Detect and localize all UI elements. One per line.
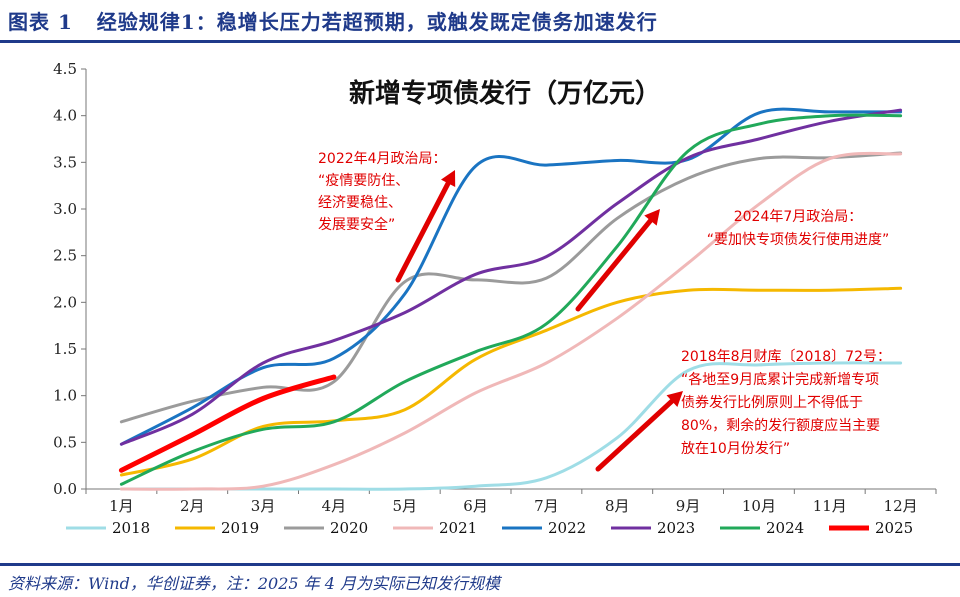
x-tick-label: 3月 bbox=[251, 497, 276, 515]
chart-area: 0.0 0.5 1.0 1.5 2.0 2.5 3.0 3.5 4.0 4.5 1月 2月 3月 4月 5月… bbox=[53, 60, 937, 537]
chart-arrows bbox=[395, 170, 683, 472]
series-line-2023 bbox=[119, 108, 903, 446]
y-tick-label: 4.5 bbox=[53, 60, 77, 78]
annotation-2-line: “各地至9月底累计完成新增专项 bbox=[681, 372, 879, 388]
arrow-2022-politburo-shaft bbox=[395, 180, 451, 283]
y-tick-label: 2.5 bbox=[53, 247, 77, 265]
legend-label-2020: 2020 bbox=[330, 519, 368, 537]
x-tick-label: 5月 bbox=[392, 497, 417, 515]
legend-label-2019: 2019 bbox=[221, 519, 259, 537]
legend-label-2021: 2021 bbox=[439, 519, 477, 537]
chart-axes: 0.0 0.5 1.0 1.5 2.0 2.5 3.0 3.5 4.0 4.5 1月 2月 3月 4月 5月… bbox=[53, 60, 937, 515]
annotation-2-line: 2018年8月财库〔2018〕72号： bbox=[681, 349, 891, 365]
chart-annotations: 2022年4月政治局： “疫情要防住、经济要稳住、发展要安全” 2024年7月政治局… bbox=[318, 151, 891, 457]
series-line-2024 bbox=[119, 113, 903, 486]
legend-label-2018: 2018 bbox=[112, 519, 150, 537]
footer-rule bbox=[0, 563, 960, 566]
series-line-2025 bbox=[118, 374, 337, 473]
arrow-2018-policy-shaft bbox=[595, 398, 675, 472]
legend-label-2023: 2023 bbox=[657, 519, 695, 537]
annotation-2-line: 债券发行比例原则上不得低于 bbox=[681, 394, 863, 411]
source-note: 资料来源：Wind，华创证券，注：2025 年 4 月为实际已知发行规模 bbox=[8, 574, 500, 593]
legend-label-2024: 2024 bbox=[766, 519, 804, 537]
y-tick-label: 3.0 bbox=[53, 200, 77, 218]
x-tick-label: 11月 bbox=[813, 497, 847, 515]
x-tick-label: 6月 bbox=[463, 497, 488, 515]
chart-title: 新增专项债发行（万亿元） bbox=[349, 78, 661, 109]
x-tick-label: 7月 bbox=[534, 497, 559, 515]
chart-series bbox=[118, 107, 903, 491]
x-tick-label: 12月 bbox=[884, 497, 918, 515]
legend-label-2022: 2022 bbox=[548, 519, 586, 537]
x-tick-label: 8月 bbox=[605, 497, 630, 515]
annotation-0-line: 2022年4月政治局： bbox=[318, 151, 447, 167]
x-tick-label: 1月 bbox=[109, 497, 134, 515]
annotation-1-line: 2024年7月政治局： bbox=[734, 209, 863, 225]
header-rule bbox=[0, 40, 960, 43]
y-tick-label: 3.5 bbox=[53, 153, 77, 171]
y-tick-label: 1.0 bbox=[53, 387, 77, 405]
arrow-2024-politburo-head bbox=[644, 209, 660, 226]
chart-legend: 2018 2019 2020 2021 2022 2023 2024 2025 bbox=[66, 519, 913, 537]
y-tick-label: 0.0 bbox=[53, 480, 77, 498]
annotation-2-line: 80%，剩余的发行额度应当主要 bbox=[681, 417, 880, 434]
x-tick-label: 4月 bbox=[322, 497, 347, 515]
legend-label-2025: 2025 bbox=[875, 519, 913, 537]
arrow-2018-policy-head bbox=[666, 391, 683, 408]
series-line-2021 bbox=[119, 151, 903, 491]
annotation-0-line: “疫情要防住、 bbox=[318, 173, 409, 189]
x-tick-label: 9月 bbox=[676, 497, 701, 515]
figure-title-text: 经验规律1：稳增长压力若超预期，或触发既定债务加速发行 bbox=[96, 10, 658, 34]
arrow-2024-politburo-shaft bbox=[575, 218, 653, 312]
y-tick-label: 4.0 bbox=[53, 107, 77, 125]
arrow-2022-politburo-head bbox=[440, 170, 456, 187]
annotation-1-line: “要加快专项债发行使用进度” bbox=[707, 231, 890, 248]
y-tick-label: 2.0 bbox=[53, 293, 77, 311]
figure-header: 图表 1 经验规律1：稳增长压力若超预期，或触发既定债务加速发行 bbox=[0, 0, 960, 44]
annotation-2-line: 放在10月份发行” bbox=[681, 441, 790, 457]
x-tick-label: 2月 bbox=[180, 497, 205, 515]
annotation-0-line: 发展要安全” bbox=[318, 216, 395, 233]
series-line-2018 bbox=[119, 361, 903, 491]
annotation-0-line: 经济要稳住、 bbox=[318, 195, 402, 211]
series-line-2019 bbox=[119, 286, 903, 477]
y-tick-label: 0.5 bbox=[53, 433, 77, 451]
series-line-2022 bbox=[119, 107, 903, 446]
x-tick-label: 10月 bbox=[742, 497, 776, 515]
figure-title: 图表 1 经验规律1：稳增长压力若超预期，或触发既定债务加速发行 bbox=[8, 6, 658, 35]
y-tick-label: 1.5 bbox=[53, 340, 77, 358]
series-line-2020 bbox=[119, 151, 903, 424]
figure-label: 图表 1 bbox=[8, 10, 73, 34]
